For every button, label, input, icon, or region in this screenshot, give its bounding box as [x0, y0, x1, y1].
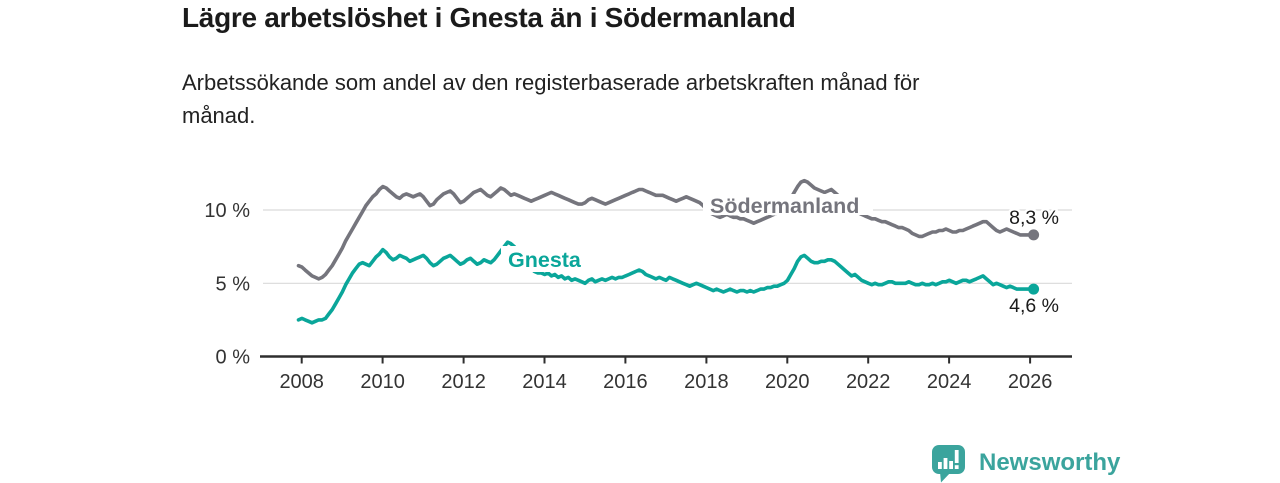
brand-footer: Newsworthy — [930, 443, 1120, 483]
series-end-value-label: 4,6 % — [1009, 295, 1059, 317]
x-axis-tick-label: 2026 — [1008, 371, 1053, 393]
chart-subtitle-line1: Arbetssökande som andel av den registerb… — [182, 70, 920, 95]
series-label-backdrop — [703, 194, 873, 215]
series-line-gnesta — [296, 240, 1036, 325]
series-end-dot — [1028, 283, 1040, 295]
series-end-value-label: 8,3 % — [1009, 207, 1059, 229]
x-axis-tick-label: 2016 — [603, 371, 648, 393]
x-axis-tick-label: 2024 — [927, 371, 972, 393]
chart-subtitle: Arbetssökande som andel av den registerb… — [182, 66, 919, 132]
x-axis-tick-label: 2020 — [765, 371, 810, 393]
x-axis-tick-label: 2022 — [846, 371, 891, 393]
x-axis-tick-label: 2012 — [441, 371, 486, 393]
series-line-sodermanland — [296, 178, 1036, 281]
y-axis-tick-label: 10 % — [204, 200, 250, 222]
y-axis-tick-label: 0 % — [216, 347, 251, 369]
unemployment-line-chart: 0 % 5 % 10 % 2008 2010 2012 2014 2016 2018 2020 20… — [204, 178, 1072, 393]
x-axis-tick-label: 2008 — [279, 371, 324, 393]
chart-subtitle-line2: månad. — [182, 103, 256, 128]
series-label-gnesta: Gnesta — [508, 248, 582, 272]
series-end-dot — [1028, 229, 1040, 241]
series-label-sodermanland: Södermanland — [710, 194, 859, 218]
x-axis-tick-label: 2010 — [360, 371, 405, 393]
x-axis-tick-label: 2014 — [522, 371, 567, 393]
newsworthy-logo-icon — [932, 445, 965, 483]
series-label-backdrop — [501, 246, 589, 272]
y-axis-tick-label: 5 % — [216, 273, 251, 295]
chart-title: Lägre arbetslöshet i Gnesta än i Söderma… — [182, 2, 796, 33]
brand-name: Newsworthy — [979, 449, 1121, 476]
x-axis-tick-label: 2018 — [684, 371, 729, 393]
